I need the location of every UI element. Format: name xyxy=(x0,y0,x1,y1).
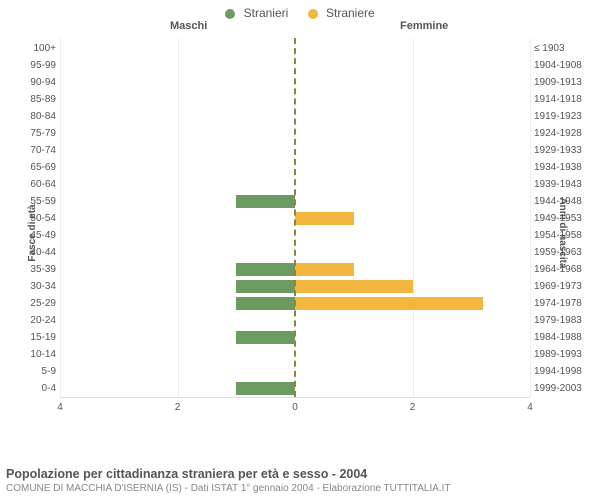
chart: Fasce di età Anni di nascita 100+95-9990… xyxy=(60,38,530,428)
age-label: 30-34 xyxy=(20,278,56,295)
bar-male xyxy=(236,297,295,311)
birth-year-label: 1964-1968 xyxy=(534,261,586,278)
chart-subtitle: COMUNE DI MACCHIA D'ISERNIA (IS) - Dati … xyxy=(6,483,594,494)
legend-label-male: Stranieri xyxy=(244,6,289,20)
age-label: 65-69 xyxy=(20,159,56,176)
birth-year-label: 1924-1928 xyxy=(534,125,586,142)
birth-year-label: 1934-1938 xyxy=(534,159,586,176)
bar-female xyxy=(295,280,413,294)
age-label: 100+ xyxy=(20,40,56,57)
chart-container: Stranieri Straniere Maschi Femmine Fasce… xyxy=(0,0,600,500)
age-label: 90-94 xyxy=(20,74,56,91)
age-label: 40-44 xyxy=(20,244,56,261)
age-label: 60-64 xyxy=(20,176,56,193)
footer: Popolazione per cittadinanza straniera p… xyxy=(6,467,594,494)
birth-year-label: 1979-1983 xyxy=(534,312,586,329)
birth-year-label: 1989-1993 xyxy=(534,346,586,363)
age-label: 95-99 xyxy=(20,57,56,74)
subheads: Maschi Femmine xyxy=(0,20,600,38)
age-labels: 100+95-9990-9485-8980-8475-7970-7465-696… xyxy=(20,40,56,397)
legend-item-male: Stranieri xyxy=(225,6,288,20)
chart-title: Popolazione per cittadinanza straniera p… xyxy=(6,467,594,481)
birth-year-label: 1919-1923 xyxy=(534,108,586,125)
birth-year-label: 1984-1988 xyxy=(534,329,586,346)
birth-year-labels: ≤ 19031904-19081909-19131914-19181919-19… xyxy=(534,40,586,397)
age-label: 10-14 xyxy=(20,346,56,363)
age-label: 45-49 xyxy=(20,227,56,244)
bar-female xyxy=(295,297,483,311)
birth-year-label: 1914-1918 xyxy=(534,91,586,108)
bar-male xyxy=(236,382,295,396)
gridline xyxy=(530,38,531,397)
birth-year-label: 1929-1933 xyxy=(534,142,586,159)
birth-year-label: 1994-1998 xyxy=(534,363,586,380)
legend-item-female: Straniere xyxy=(308,6,375,20)
age-label: 55-59 xyxy=(20,193,56,210)
bar-male xyxy=(236,331,295,345)
legend-label-female: Straniere xyxy=(326,6,375,20)
legend-swatch-female xyxy=(308,9,318,19)
birth-year-label: 1904-1908 xyxy=(534,57,586,74)
birth-year-label: 1969-1973 xyxy=(534,278,586,295)
x-tick: 2 xyxy=(410,402,416,413)
age-label: 15-19 xyxy=(20,329,56,346)
bar-female xyxy=(295,263,354,277)
age-label: 35-39 xyxy=(20,261,56,278)
bar-male xyxy=(236,195,295,209)
age-label: 5-9 xyxy=(20,363,56,380)
birth-year-label: 1954-1958 xyxy=(534,227,586,244)
age-label: 25-29 xyxy=(20,295,56,312)
age-label: 50-54 xyxy=(20,210,56,227)
age-label: 80-84 xyxy=(20,108,56,125)
birth-year-label: 1999-2003 xyxy=(534,380,586,397)
age-label: 20-24 xyxy=(20,312,56,329)
birth-year-label: 1949-1953 xyxy=(534,210,586,227)
age-label: 70-74 xyxy=(20,142,56,159)
legend: Stranieri Straniere xyxy=(0,0,600,20)
subhead-female: Femmine xyxy=(400,20,448,32)
birth-year-label: 1909-1913 xyxy=(534,74,586,91)
bar-male xyxy=(236,280,295,294)
birth-year-label: 1944-1948 xyxy=(534,193,586,210)
x-tick: 2 xyxy=(175,402,181,413)
center-axis xyxy=(294,38,296,397)
x-axis-ticks: 4 2 0 2 4 xyxy=(60,402,530,416)
legend-swatch-male xyxy=(225,9,235,19)
birth-year-label: 1939-1943 xyxy=(534,176,586,193)
plot-area: 100+95-9990-9485-8980-8475-7970-7465-696… xyxy=(60,38,530,398)
x-tick: 0 xyxy=(292,402,298,413)
age-label: 85-89 xyxy=(20,91,56,108)
x-tick: 4 xyxy=(527,402,533,413)
birth-year-label: 1974-1978 xyxy=(534,295,586,312)
bar-male xyxy=(236,263,295,277)
bar-female xyxy=(295,212,354,226)
birth-year-label: ≤ 1903 xyxy=(534,40,586,57)
x-tick: 4 xyxy=(57,402,63,413)
age-label: 75-79 xyxy=(20,125,56,142)
subhead-male: Maschi xyxy=(170,20,207,32)
age-label: 0-4 xyxy=(20,380,56,397)
birth-year-label: 1959-1963 xyxy=(534,244,586,261)
